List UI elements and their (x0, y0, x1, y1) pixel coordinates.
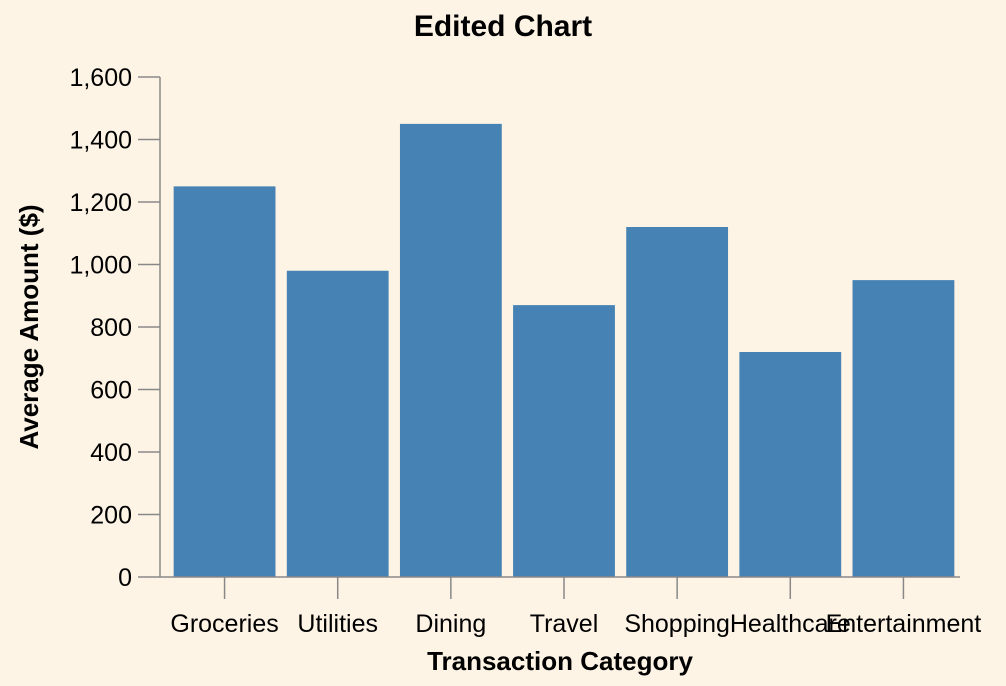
y-tick-label: 1,200 (69, 189, 132, 217)
x-tick-label-groceries: Groceries (170, 610, 278, 638)
y-axis: 0 200 400 600 800 1,000 1,200 1,400 1,600 (69, 64, 161, 592)
x-axis-label: Transaction Category (427, 646, 693, 676)
bar-utilities (286, 270, 389, 577)
x-tick-label-utilities: Utilities (297, 610, 378, 638)
y-tick-label: 1,600 (69, 64, 132, 92)
x-tick-label-healthcare: Healthcare (730, 610, 851, 638)
x-tick-label-dining: Dining (415, 610, 486, 638)
bar-shopping (626, 227, 729, 577)
bars-group (173, 123, 955, 577)
y-tick-label: 400 (90, 439, 132, 467)
x-axis: Groceries Utilities Dining Travel Shopping He… (160, 576, 982, 638)
y-tick-label: 0 (118, 564, 132, 592)
x-tick-label-entertainment: Entertainment (826, 610, 982, 638)
y-tick-label: 1,400 (69, 127, 132, 155)
y-tick-label: 200 (90, 502, 132, 530)
chart-title: Edited Chart (414, 10, 592, 43)
y-tick-label: 800 (90, 314, 132, 342)
x-tick-label-travel: Travel (530, 610, 599, 638)
bar-healthcare (739, 352, 842, 577)
y-tick-label: 1,000 (69, 252, 132, 280)
y-tick-label: 600 (90, 377, 132, 405)
bar-entertainment (852, 280, 955, 577)
bar-travel (513, 305, 615, 577)
x-tick-label-shopping: Shopping (624, 610, 730, 638)
y-axis-label: Average Amount ($) (14, 204, 44, 449)
bar-groceries (173, 186, 276, 577)
bar-dining (399, 123, 502, 577)
